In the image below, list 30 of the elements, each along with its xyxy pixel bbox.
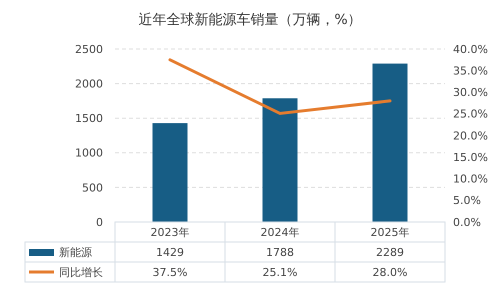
- data-label: 37.5%: [152, 266, 188, 279]
- y2-tick-label: 10.0%: [453, 172, 488, 186]
- y2-tick-label: 30.0%: [453, 86, 488, 100]
- y-tick-label: 1500: [75, 112, 103, 126]
- data-label: 25.1%: [262, 266, 298, 279]
- x-tick-label: 2023年: [150, 226, 190, 239]
- data-label: 1788: [266, 246, 294, 259]
- y-tick-label: 0: [96, 216, 103, 229]
- legend-label: 新能源: [59, 246, 92, 259]
- y2-tick-label: 35.0%: [453, 64, 488, 78]
- x-tick-label: 2024年: [260, 226, 300, 239]
- bar: [152, 123, 188, 222]
- data-label: 1429: [156, 246, 184, 259]
- y2-tick-label: 15.0%: [453, 150, 488, 164]
- bar: [262, 98, 298, 222]
- y2-tick-label: 20.0%: [453, 129, 488, 142]
- legend-label: 同比增长: [59, 266, 103, 279]
- bar: [372, 64, 408, 222]
- y2-tick-label: 40.0%: [453, 42, 488, 56]
- y-tick-label: 2500: [75, 42, 103, 56]
- y2-tick-label: 0.0%: [453, 216, 481, 229]
- data-label: 2289: [376, 246, 404, 259]
- y2-tick-label: 25.0%: [453, 108, 488, 121]
- chart-title: 近年全球新能源车销量（万辆，%）: [138, 12, 362, 28]
- y-tick-label: 500: [82, 181, 103, 194]
- y-tick-label: 2000: [75, 77, 103, 90]
- y-tick-label: 1000: [75, 146, 103, 160]
- data-label: 28.0%: [372, 266, 408, 279]
- y2-tick-label: 5.0%: [453, 194, 481, 208]
- x-tick-label: 2025年: [370, 226, 410, 239]
